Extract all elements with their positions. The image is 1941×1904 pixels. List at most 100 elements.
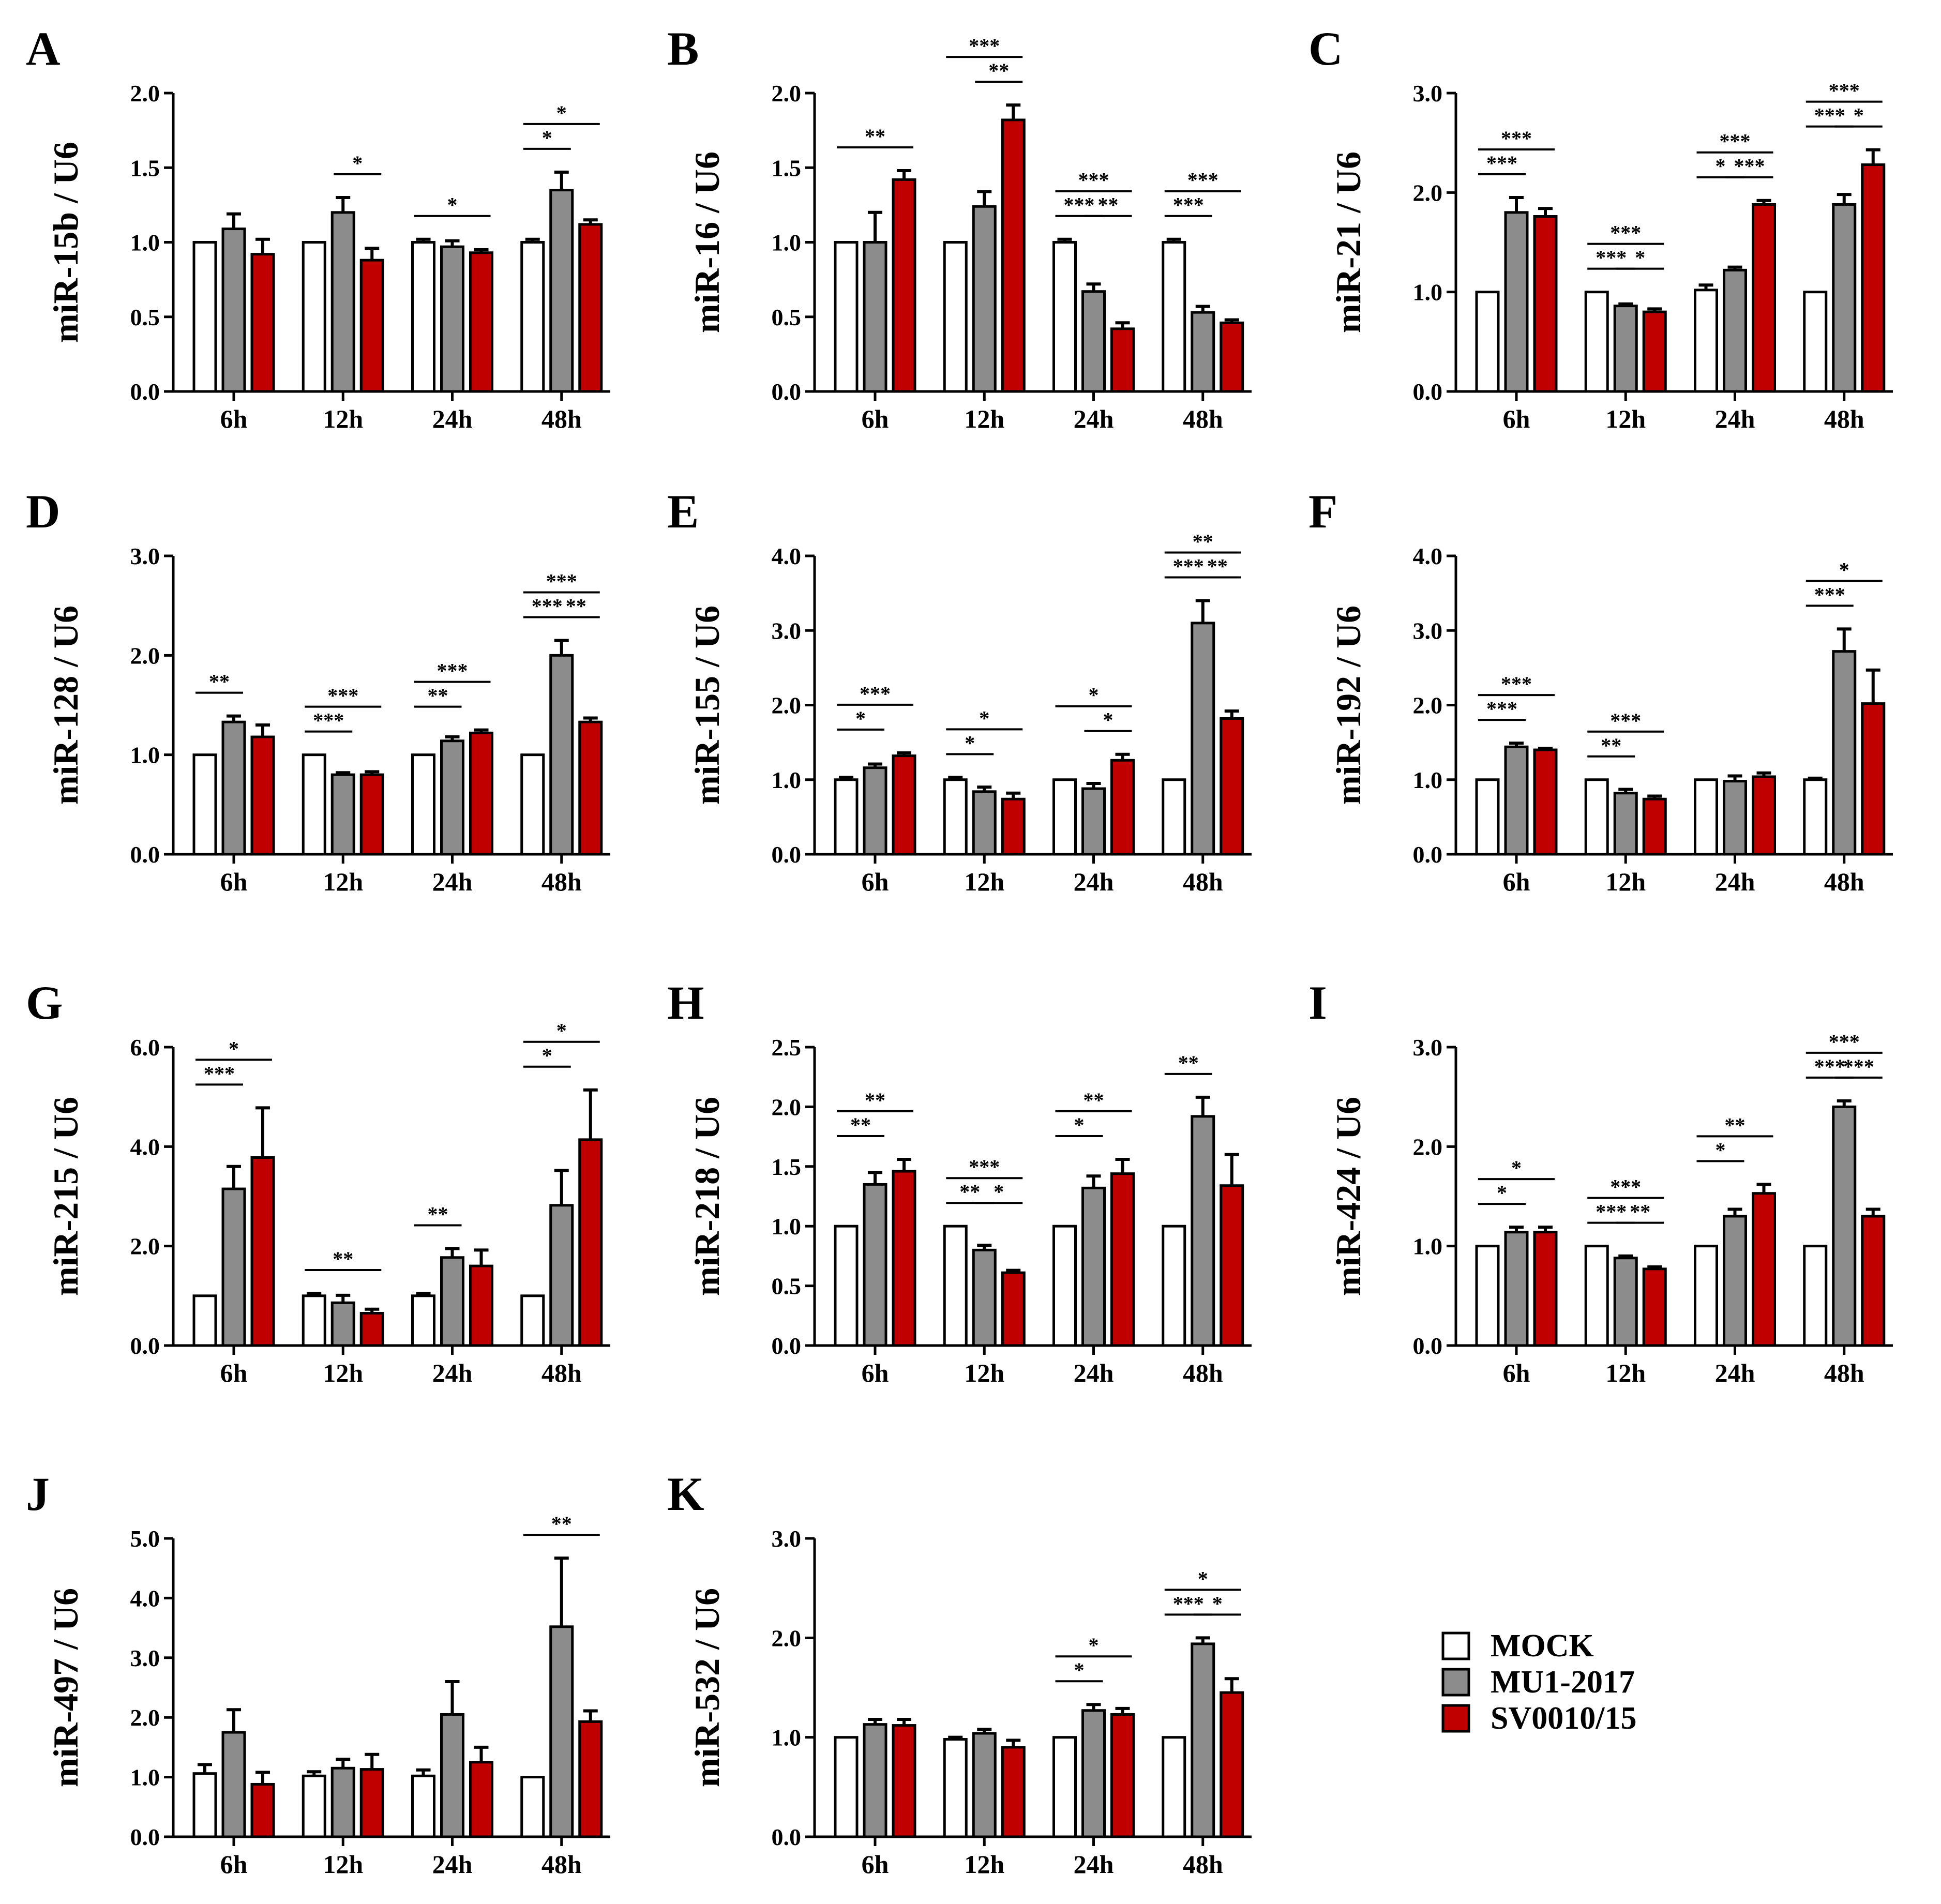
bar-mu1-2017-24h bbox=[1723, 1215, 1747, 1347]
y-axis-label: miR-21 / U6 bbox=[1329, 152, 1368, 333]
y-tick-label: 1.0 bbox=[1413, 1233, 1443, 1260]
significance-label: * bbox=[1089, 1634, 1099, 1657]
bar-mu1-2017-12h bbox=[972, 1248, 997, 1347]
bar-mu1-2017-48h bbox=[1191, 1115, 1215, 1347]
y-tick-label: 4.0 bbox=[130, 1134, 160, 1160]
bar-mu1-2017-24h bbox=[440, 739, 464, 856]
bar-sv0010-15-48h bbox=[578, 223, 603, 393]
bar-sv0010-15-24h bbox=[1752, 775, 1776, 856]
bar-sv0010-15-6h bbox=[250, 1782, 275, 1838]
y-tick-label: 3.0 bbox=[1413, 1034, 1443, 1061]
significance-label: * bbox=[994, 1180, 1004, 1203]
x-tick-label-6h: 6h bbox=[1503, 404, 1530, 433]
bar-mu1-2017-48h bbox=[1832, 1105, 1857, 1347]
significance-label: ** bbox=[566, 594, 586, 617]
bar-sv0010-15-48h bbox=[1220, 321, 1244, 393]
y-tick-label: 2.0 bbox=[772, 80, 802, 107]
y-tick-label: 3.0 bbox=[130, 1645, 160, 1671]
bar-sv0010-15-12h bbox=[1642, 1267, 1667, 1347]
significance-label: *** bbox=[1734, 155, 1765, 178]
bar-sv0010-15-48h bbox=[578, 720, 603, 856]
y-tick-label: 6.0 bbox=[130, 1034, 160, 1061]
y-tick-label: 0.5 bbox=[772, 1273, 802, 1299]
significance-label: *** bbox=[1829, 1030, 1860, 1053]
significance-label: *** bbox=[1078, 169, 1109, 192]
bar-sv0010-15-6h bbox=[1533, 215, 1558, 393]
x-tick-label-48h: 48h bbox=[1183, 404, 1223, 433]
significance-label: *** bbox=[1596, 246, 1627, 269]
legend-swatch bbox=[1441, 1704, 1470, 1733]
y-tick-label: 1.0 bbox=[130, 742, 160, 768]
panel-letter: G bbox=[26, 976, 63, 1029]
significance-label: *** bbox=[1843, 1055, 1874, 1078]
y-axis-label: miR-15b / U6 bbox=[46, 142, 85, 343]
bar-mu1-2017-24h bbox=[1081, 787, 1106, 856]
y-axis-label: miR-128 / U6 bbox=[46, 606, 85, 805]
bar-mock-12h bbox=[302, 1774, 326, 1838]
bar-mock-48h bbox=[520, 753, 545, 856]
bar-mu1-2017-24h bbox=[1723, 268, 1747, 393]
y-tick-label: 1.0 bbox=[772, 230, 802, 256]
significance-label: ** bbox=[1193, 530, 1213, 553]
y-tick-label: 5.0 bbox=[130, 1525, 160, 1552]
significance-label: ** bbox=[959, 1180, 980, 1203]
y-tick-label: 2.0 bbox=[130, 1704, 160, 1731]
y-axis-label: miR-16 / U6 bbox=[687, 152, 727, 333]
bar-mu1-2017-24h bbox=[440, 1713, 464, 1838]
bar-mock-48h bbox=[1162, 778, 1186, 856]
y-axis-label: miR-192 / U6 bbox=[1329, 606, 1368, 805]
significance-label: * bbox=[352, 152, 363, 175]
x-tick-label-12h: 12h bbox=[1605, 1358, 1646, 1387]
legend-label: MU1-2017 bbox=[1491, 1665, 1635, 1700]
significance-label: ** bbox=[988, 59, 1009, 82]
significance-label: *** bbox=[969, 34, 1000, 57]
significance-label: * bbox=[447, 193, 458, 217]
significance-label: *** bbox=[532, 594, 563, 617]
x-tick-label-48h: 48h bbox=[541, 1358, 582, 1387]
x-tick-label-6h: 6h bbox=[862, 404, 889, 433]
y-tick-label: 0.5 bbox=[130, 304, 160, 330]
y-tick-label: 0.0 bbox=[130, 379, 160, 405]
significance-label: ** bbox=[1630, 1200, 1650, 1223]
y-tick-label: 3.0 bbox=[772, 617, 802, 644]
significance-label: *** bbox=[860, 682, 891, 705]
x-tick-label-12h: 12h bbox=[323, 867, 363, 896]
bar-mock-24h bbox=[1052, 1736, 1077, 1838]
significance-label: ** bbox=[865, 125, 885, 148]
bar-mu1-2017-48h bbox=[1191, 311, 1215, 393]
bar-mock-24h bbox=[411, 753, 435, 856]
bar-mock-6h bbox=[192, 1772, 217, 1838]
significance-label: *** bbox=[1486, 152, 1517, 175]
bar-mu1-2017-12h bbox=[972, 1732, 997, 1838]
x-tick-label-12h: 12h bbox=[964, 867, 1004, 896]
y-tick-label: 2.0 bbox=[130, 1233, 160, 1260]
x-tick-label-48h: 48h bbox=[541, 404, 582, 433]
y-tick-label: 1.5 bbox=[772, 155, 802, 181]
bar-mock-24h bbox=[411, 241, 435, 393]
y-tick-label: 4.0 bbox=[130, 1585, 160, 1611]
bar-mu1-2017-12h bbox=[1613, 792, 1638, 856]
bar-mock-48h bbox=[1162, 1225, 1186, 1347]
significance-label: *** bbox=[1187, 169, 1218, 192]
significance-label: *** bbox=[1814, 583, 1845, 606]
bar-mu1-2017-12h bbox=[330, 1766, 355, 1838]
significance-label: * bbox=[1635, 246, 1645, 269]
bar-mock-24h bbox=[1694, 778, 1718, 856]
bar-mu1-2017-6h bbox=[221, 228, 246, 393]
y-tick-label: 1.0 bbox=[130, 230, 160, 256]
bar-sv0010-15-24h bbox=[1752, 203, 1776, 393]
significance-label: * bbox=[1854, 104, 1864, 127]
significance-label: *** bbox=[1610, 221, 1641, 245]
bar-mock-12h bbox=[943, 778, 968, 856]
y-tick-label: 0.0 bbox=[1413, 841, 1443, 868]
y-tick-label: 0.0 bbox=[130, 1333, 160, 1359]
bar-sv0010-15-12h bbox=[1001, 118, 1026, 393]
bar-sv0010-15-24h bbox=[469, 251, 493, 393]
bar-mock-48h bbox=[520, 241, 545, 393]
significance-label: *** bbox=[204, 1062, 235, 1085]
